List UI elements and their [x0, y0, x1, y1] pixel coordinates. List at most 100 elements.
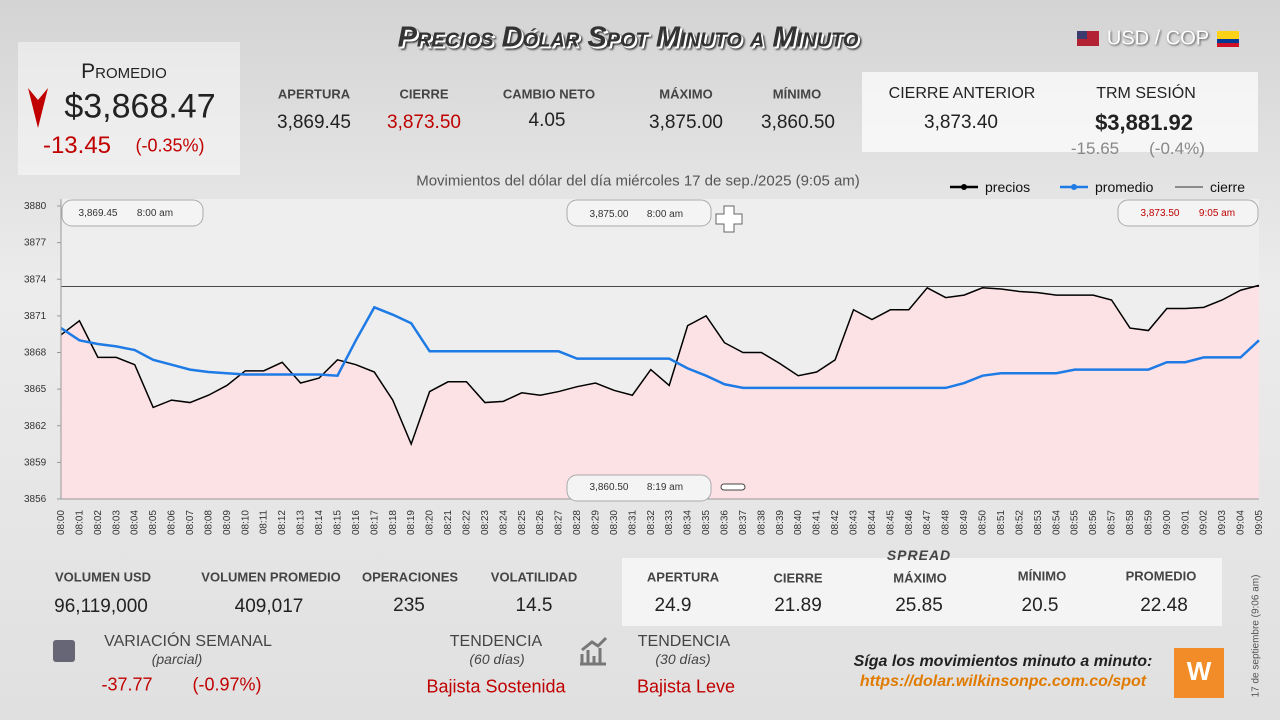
stat-label: CIERRE — [399, 86, 449, 102]
tendencia-sub: (30 días) — [655, 651, 711, 667]
spread-label: MÍNIMO — [1017, 568, 1067, 584]
price-area — [61, 285, 1259, 499]
chart-title: Movimientos del dólar del día miércoles … — [416, 172, 860, 190]
legend-entry: cierre — [1175, 179, 1245, 195]
spread-value: 22.48 — [1140, 595, 1188, 616]
x-tick-label: 08:47 — [922, 510, 933, 535]
trm-pct: (-0.4%) — [1149, 139, 1205, 158]
x-tick-label: 08:56 — [1088, 510, 1099, 535]
annotation-time: 8:00 am — [137, 208, 173, 219]
x-tick-label: 08:19 — [406, 510, 417, 535]
x-tick-label: 08:11 — [259, 510, 270, 535]
cierre-anterior-label: CIERRE ANTERIOR — [888, 85, 1036, 102]
x-tick-label: 08:49 — [959, 510, 970, 535]
flags — [1077, 31, 1239, 47]
volume-value: 409,017 — [234, 596, 304, 617]
x-tick-label: 08:22 — [461, 510, 472, 535]
tendencia-value: Bajista Sostenida — [426, 676, 566, 697]
promedio-label: Promedio — [81, 60, 167, 83]
y-tick-label: 3880 — [24, 201, 47, 212]
x-tick-label: 08:57 — [1107, 510, 1118, 535]
x-tick-label: 08:24 — [498, 510, 509, 535]
volume-value: 96,119,000 — [54, 596, 148, 617]
x-tick-label: 08:27 — [554, 510, 565, 535]
stat-value: 4.05 — [528, 110, 566, 131]
title: Precios Dólar Spot Minuto a Minuto — [397, 21, 859, 54]
spread-label: CIERRE — [773, 570, 823, 586]
x-tick-label: 08:41 — [812, 510, 823, 535]
x-tick-label: 09:05 — [1254, 510, 1265, 535]
plot: 3856 3859 3862 3865 3868 3871 3874 3877 3880 08:0… — [24, 199, 1265, 535]
annotation-value: 3,873.50 — [1141, 208, 1180, 219]
x-tick-label: 08:36 — [720, 510, 731, 535]
x-tick-label: 08:12 — [277, 510, 288, 535]
x-tick-label: 08:03 — [111, 510, 122, 535]
promedio-value: $3,868.47 — [64, 87, 216, 126]
stat-label: APERTURA — [277, 86, 351, 102]
annotation-time: 9:05 am — [1199, 208, 1235, 219]
x-tick-label: 08:15 — [332, 510, 343, 535]
stat-value: 3,869.45 — [277, 112, 351, 133]
legend-label: precios — [985, 179, 1030, 195]
x-tick-label: 08:25 — [517, 510, 528, 535]
spread-label: APERTURA — [646, 569, 720, 585]
x-tick-label: 08:33 — [664, 510, 675, 535]
promedio-panel — [18, 42, 240, 175]
x-tick-label: 08:17 — [369, 510, 380, 535]
trend-icon — [580, 636, 608, 666]
calendar-icon — [53, 640, 75, 662]
legend-label: promedio — [1095, 179, 1154, 195]
y-tick-label: 3862 — [24, 421, 47, 432]
x-tick-label: 08:10 — [240, 510, 251, 535]
x-tick-label: 08:09 — [222, 510, 233, 535]
volume-value: 14.5 — [515, 595, 553, 616]
x-tick-label: 08:43 — [849, 510, 860, 535]
x-tick-label: 08:21 — [443, 510, 454, 535]
x-tick-label: 08:37 — [738, 510, 749, 535]
annotation-time: 8:00 am — [647, 209, 683, 220]
x-tick-label: 08:28 — [572, 510, 583, 535]
x-tick-label: 08:59 — [1143, 510, 1154, 535]
crosshair-icon — [715, 205, 743, 233]
annotation-value: 3,860.50 — [590, 482, 629, 493]
x-tick-label: 08:08 — [203, 510, 214, 535]
down-arrow — [28, 88, 48, 128]
spread-label: MÁXIMO — [893, 570, 947, 586]
promedio-change: -13.45 — [42, 132, 112, 159]
volume-value: 235 — [393, 595, 425, 616]
pair: USD / COP — [1106, 27, 1210, 50]
volume-label: VOLATILIDAD — [490, 569, 578, 585]
annotations: 3,869.45 8:00 am 3,875.00 8:00 am 3,873.… — [61, 199, 1259, 502]
x-tick-label: 08:05 — [148, 510, 159, 535]
x-tick-label: 08:46 — [904, 510, 915, 535]
cierre-panel — [862, 72, 1258, 152]
stat-label: MÁXIMO — [659, 86, 713, 102]
stat-label: MÍNIMO — [772, 86, 822, 102]
series-line — [60, 284, 1260, 447]
variacion-label: VARIACIÓN SEMANAL — [104, 633, 272, 650]
x-tick-label: 08:26 — [535, 510, 546, 535]
footer-url[interactable]: https://dolar.wilkinsonpc.com.co/spot — [859, 673, 1147, 690]
x-tick-label: 08:06 — [167, 510, 178, 535]
x-tick-label: 08:31 — [627, 510, 638, 535]
spread-panel — [622, 558, 1222, 626]
x-tick-label: 08:40 — [793, 510, 804, 535]
x-tick-label: 08:39 — [775, 510, 786, 535]
volume-label: VOLUMEN USD — [54, 569, 152, 585]
x-tick-label: 08:18 — [388, 510, 399, 535]
spread-value: 20.5 — [1021, 595, 1059, 616]
co-flag — [1217, 31, 1239, 39]
stat-value: 3,875.00 — [649, 112, 723, 133]
logo — [1174, 648, 1224, 698]
spread-title: SPREAD — [886, 547, 952, 563]
y-tick-label: 3868 — [24, 348, 47, 359]
variacion-sub: (parcial) — [151, 651, 203, 667]
x-tick-label: 08:51 — [996, 510, 1007, 535]
x-tick-label: 08:02 — [93, 510, 104, 535]
x-tick-label: 08:35 — [701, 510, 712, 535]
x-tick-label: 08:42 — [830, 510, 841, 535]
annotation-time: 8:19 am — [647, 482, 683, 493]
trm-value: $3,881.92 — [1095, 110, 1193, 135]
